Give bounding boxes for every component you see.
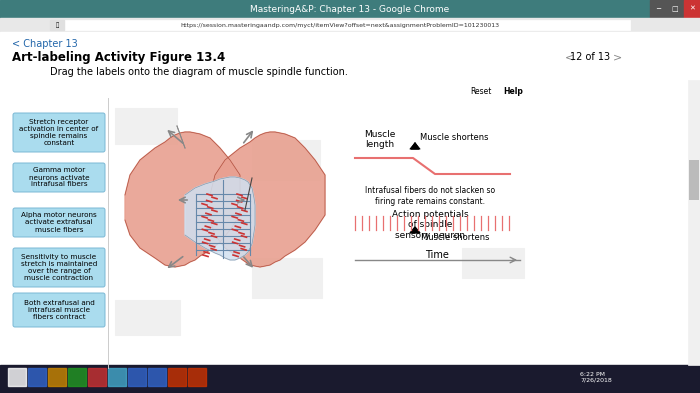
Text: ─: ─ [656, 6, 660, 12]
Polygon shape [410, 227, 420, 233]
Text: 7/26/2018: 7/26/2018 [580, 378, 612, 382]
Text: Reset: Reset [470, 86, 491, 95]
FancyBboxPatch shape [13, 208, 105, 237]
Text: <: < [566, 52, 575, 62]
Text: Muscle shortens: Muscle shortens [421, 233, 489, 242]
Bar [667, 0, 683, 18]
Bar [50, 20, 630, 30]
Bar [252, 258, 322, 298]
Polygon shape [411, 143, 419, 149]
Bar [557, 50, 573, 64]
Bar [689, 160, 699, 200]
Bar [115, 108, 177, 144]
Bar [8, 368, 26, 386]
Bar [68, 368, 86, 386]
Bar [128, 368, 146, 386]
Bar [50, 20, 64, 30]
FancyBboxPatch shape [13, 113, 105, 152]
Bar [168, 368, 186, 386]
Bar [188, 368, 206, 386]
Bar [8, 80, 676, 375]
Bar [148, 368, 166, 386]
Text: Art-labeling Activity Figure 13.4: Art-labeling Activity Figure 13.4 [12, 51, 225, 64]
Bar [12, 98, 667, 368]
Polygon shape [125, 132, 240, 267]
Bar [115, 300, 180, 335]
Bar [609, 50, 625, 64]
Text: Sensitivity to muscle
stretch is maintained
over the range of
muscle contraction: Sensitivity to muscle stretch is maintai… [21, 254, 97, 281]
Text: Muscle
length: Muscle length [364, 130, 395, 149]
Bar [28, 368, 46, 386]
Bar [88, 368, 106, 386]
Bar [0, 0, 700, 18]
Bar [0, 365, 700, 393]
Text: 6:22 PM: 6:22 PM [580, 371, 605, 376]
Polygon shape [185, 177, 255, 260]
Text: Gamma motor
neurons activate
intrafusal fibers: Gamma motor neurons activate intrafusal … [29, 167, 90, 187]
Text: < Chapter 13: < Chapter 13 [12, 39, 78, 49]
Bar [684, 0, 700, 18]
Bar [0, 18, 700, 32]
Bar [650, 0, 666, 18]
Bar [462, 248, 524, 278]
Text: https://session.masteringaandp.com/myct/itemView?offset=next&assignmentProblemID: https://session.masteringaandp.com/myct/… [181, 22, 500, 28]
Bar [500, 85, 526, 97]
Bar [688, 80, 700, 365]
FancyBboxPatch shape [13, 293, 105, 327]
Text: >: > [613, 52, 622, 62]
Bar [108, 368, 126, 386]
Text: ✕: ✕ [689, 6, 695, 12]
FancyBboxPatch shape [13, 248, 105, 287]
Bar [252, 140, 320, 180]
Text: Alpha motor neurons
activate extrafusal
muscle fibers: Alpha motor neurons activate extrafusal … [21, 213, 97, 233]
Text: Drag the labels onto the diagram of muscle spindle function.: Drag the labels onto the diagram of musc… [50, 67, 348, 77]
FancyBboxPatch shape [13, 163, 105, 192]
Text: 12 of 13: 12 of 13 [570, 52, 610, 62]
Bar [48, 368, 66, 386]
Text: Time: Time [425, 250, 449, 260]
Text: Both extrafusal and
intrafusal muscle
fibers contract: Both extrafusal and intrafusal muscle fi… [24, 300, 94, 320]
Text: Stretch receptor
activation in center of
spindle remains
constant: Stretch receptor activation in center of… [20, 119, 99, 146]
Bar [465, 85, 497, 97]
Polygon shape [210, 132, 325, 267]
Text: 🔒: 🔒 [55, 22, 59, 28]
Text: Intrafusal fibers do not slacken so
firing rate remains constant.: Intrafusal fibers do not slacken so firi… [365, 186, 495, 206]
Text: Help: Help [503, 86, 523, 95]
Text: □: □ [672, 6, 678, 12]
Text: MasteringA&P: Chapter 13 - Google Chrome: MasteringA&P: Chapter 13 - Google Chrome [251, 6, 449, 15]
Text: Action potentials
of spindle
sensory neuron: Action potentials of spindle sensory neu… [392, 210, 468, 240]
Text: Muscle shortens: Muscle shortens [420, 134, 489, 143]
